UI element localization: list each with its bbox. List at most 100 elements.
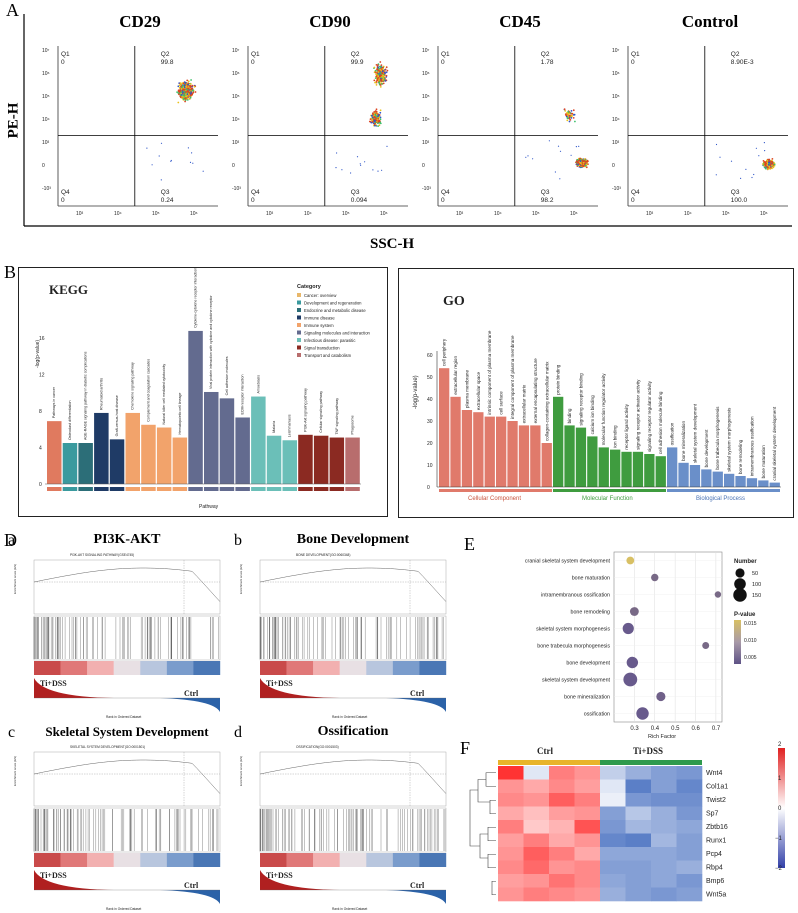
heatmap-cell — [651, 860, 677, 875]
flow-event — [565, 115, 568, 118]
go-bar-label: receptor ligand activity — [624, 403, 629, 449]
bubble-term-label: bone mineralization — [564, 695, 610, 701]
flow-event — [381, 72, 384, 75]
go-bar — [518, 425, 530, 487]
heatmap-cell — [625, 806, 652, 821]
go-y-label: -log(p-value) — [413, 375, 419, 409]
bubble-x-tick: 0.7 — [712, 726, 721, 732]
go-bar-label: bone mineralization — [681, 421, 686, 461]
flow-y-tick: 0 — [42, 163, 45, 169]
go-bar — [439, 368, 450, 487]
heatmap-cell — [549, 887, 575, 902]
kegg-bar-category-strip — [47, 487, 62, 491]
gsea-ctrl-label: Ctrl — [410, 689, 425, 698]
heatmap-cell — [498, 793, 524, 807]
flow-event — [767, 168, 769, 171]
go-title: GO — [443, 294, 465, 309]
go-bar-label: integral component of plasma membrane — [510, 335, 515, 419]
flow-event — [369, 118, 372, 120]
gsea-header: BONE DEVELOPMENT(GO:0060348) — [296, 553, 350, 557]
heatmap-cell — [523, 887, 550, 902]
kegg-legend-swatch — [297, 300, 301, 305]
kegg-bar — [251, 396, 266, 484]
flow-event — [563, 108, 566, 111]
kegg-bar-label: Osteoclast differentiation — [68, 401, 72, 441]
flow-event — [569, 119, 572, 121]
go-bar — [758, 480, 769, 487]
flow-event — [376, 79, 379, 81]
gsea-ranked-metric-neg — [160, 698, 220, 712]
go-bar-label: ossification — [670, 422, 675, 445]
flow-plot-title: Control — [681, 12, 739, 31]
kegg-bar-category-strip — [251, 487, 266, 491]
gsea-enrichment-curve — [33, 567, 221, 602]
flow-event — [740, 177, 742, 179]
flow-event — [190, 79, 193, 81]
gsea-ti-label: Ti+DSS — [40, 871, 67, 880]
kegg-bar-category-strip — [204, 487, 219, 491]
heatmap-cell — [549, 793, 575, 807]
flow-event — [564, 110, 567, 112]
quadrant-q3-label: Q3 — [731, 189, 740, 196]
flow-x-tick: 10⁴ — [684, 211, 692, 217]
quadrant-q1-value: 0 — [61, 59, 65, 66]
kegg-bar-category-strip — [329, 487, 345, 491]
heatmap-cell — [651, 766, 677, 780]
kegg-bar — [156, 427, 172, 484]
flow-event — [192, 162, 194, 164]
flow-y-tick: 10⁵ — [422, 94, 430, 100]
go-group-label: Cellular Component — [468, 496, 521, 502]
kegg-bar-label: Hematopoietic cell lineage — [178, 393, 182, 435]
flow-event — [187, 147, 189, 149]
kegg-y-tick: 12 — [39, 373, 45, 379]
go-bar-label: extracellular region — [453, 356, 458, 395]
flow-event — [371, 116, 374, 119]
gsea-hits-frame — [33, 615, 221, 661]
flow-event — [583, 160, 586, 162]
flow-event — [768, 158, 771, 161]
flow-y-tick: 10⁶ — [42, 71, 50, 77]
panel-label-e: E — [464, 534, 475, 554]
flow-event — [375, 73, 377, 75]
flow-event — [377, 67, 380, 70]
gsea-ctrl-label: Ctrl — [410, 881, 425, 890]
kegg-legend-label: Immune system — [304, 323, 334, 328]
heatmap-cell — [549, 779, 575, 794]
go-bar — [632, 451, 644, 487]
flow-event — [379, 61, 382, 63]
flow-event — [771, 158, 774, 160]
quadrant-q2-label: Q2 — [731, 51, 740, 58]
heatmap-cell — [498, 860, 524, 875]
heatmap-cell — [523, 833, 550, 848]
flow-event — [771, 161, 774, 163]
heatmap-cell — [574, 874, 601, 888]
flow-event — [202, 170, 204, 172]
go-bar — [689, 465, 701, 487]
flow-event — [191, 89, 194, 92]
kegg-bar-label: Viral protein interaction with cytokine … — [209, 295, 213, 389]
quadrant-q4-value: 0 — [441, 197, 445, 204]
flow-y-tick: 0 — [612, 163, 615, 169]
flow-event — [160, 142, 163, 144]
go-panel: GO -log(p-value) 0 10 20 30 40 50 60 cell periphe… — [398, 268, 794, 518]
heatmap-cell — [549, 806, 575, 821]
flow-event — [379, 84, 382, 86]
kegg-legend-swatch — [297, 353, 301, 357]
heatmap-cell — [600, 820, 626, 834]
heatmap-cell — [574, 847, 601, 861]
heatmap-cell — [676, 847, 703, 861]
heatmap-cell — [600, 806, 626, 821]
heatmap-cell — [676, 887, 703, 902]
kegg-bar-category-strip — [141, 487, 156, 491]
gsea-plot: PI3K-AKT SIGNALING PATHWAY(GSE4745) Enric… — [13, 553, 221, 719]
flow-event — [751, 176, 753, 179]
gsea-rank-strip — [87, 853, 114, 867]
flow-event — [373, 79, 376, 82]
flow-event — [192, 91, 195, 94]
heatmap-cell — [625, 874, 652, 888]
quadrant-q2-value: 99.9 — [351, 59, 364, 66]
flow-y-tick: 10⁴ — [422, 117, 430, 123]
kegg-legend-title: Category — [297, 284, 322, 290]
